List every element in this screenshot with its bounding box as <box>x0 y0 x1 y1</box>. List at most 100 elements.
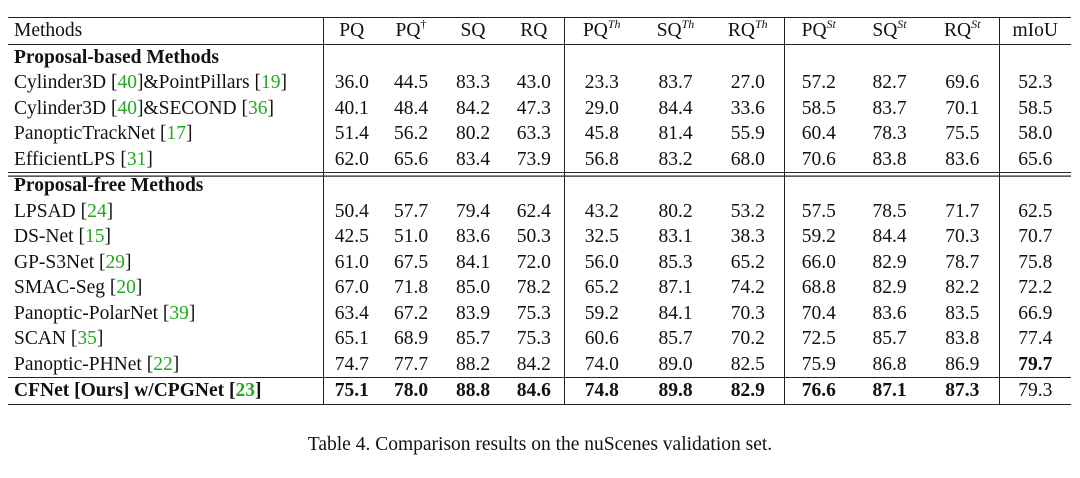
empty-cell <box>783 44 853 70</box>
value-cell-miou: 79.7 <box>998 351 1071 378</box>
column-header-label: PQ <box>801 20 827 41</box>
table-row: LPSAD [24] 50.4 57.7 79.4 62.4 43.2 80.2 53.2 57… <box>8 198 1071 225</box>
value-cell-rq: 78.2 <box>516 277 551 298</box>
column-header-11: mIoU <box>998 17 1071 45</box>
value-cell-sq-th: 83.7 <box>658 72 693 93</box>
method-name: Cylinder3D [ <box>14 97 118 119</box>
column-header-superscript: Th <box>681 17 695 31</box>
column-header-superscript: † <box>420 17 427 31</box>
value-cell-sq-st: 84.4 <box>872 226 907 247</box>
column-header-9: SQSt <box>853 17 926 45</box>
table-row: Cylinder3D [40]&PointPillars [19] 36.0 44.… <box>8 70 1071 96</box>
value-cell-sq-st: 86.8 <box>872 353 907 375</box>
empty-cell <box>442 172 504 199</box>
value-cell-pq-th: 32.5 <box>563 224 639 250</box>
citation-link[interactable]: 29 <box>105 251 126 273</box>
citation-link[interactable]: 20 <box>116 277 136 298</box>
value-cell-sq: 83.3 <box>455 72 491 93</box>
method-cell: Panoptic-PolarNet [39] <box>8 301 323 327</box>
table-row: Panoptic-PHNet [22] 74.7 77.7 88.2 84.2 74.0 8… <box>8 351 1071 378</box>
citation-link[interactable]: 39 <box>169 302 189 324</box>
column-header-0: Methods <box>8 17 323 45</box>
value-cell-pq-dagger: 68.9 <box>393 328 429 349</box>
table-row: SCAN [35] 65.1 68.9 85.7 75.3 60.6 85.7 70.2 72.… <box>8 326 1071 352</box>
table-header-row: Methods PQ PQ† SQ RQ PQTh SQTh RQTh PQSt SQSt RQSt… <box>8 17 1071 45</box>
value-cell-miou: 79.3 <box>998 377 1071 405</box>
empty-cell <box>926 172 999 199</box>
value-cell-pq-dagger: 51.0 <box>393 226 429 247</box>
table-row: PanopticTrackNet [17] 51.4 56.2 80.2 63.3 45.… <box>8 121 1071 147</box>
value-cell-rq-st: 78.7 <box>945 251 980 273</box>
value-cell-rq: 47.3 <box>516 97 551 119</box>
value-cell-sq-st: 78.3 <box>872 123 907 144</box>
method-name-continued: ]&PointPillars [ <box>136 72 261 93</box>
method-bracket: ] <box>188 302 196 324</box>
section-title: Proposal-free Methods <box>8 172 323 199</box>
value-cell-pq: 51.4 <box>322 121 380 147</box>
empty-cell <box>712 172 784 199</box>
value-cell-rq-st: 86.9 <box>945 353 980 375</box>
table-row: SMAC-Seg [20] 67.0 71.8 85.0 78.2 65.2 87.1 74.… <box>8 275 1071 301</box>
citation-link[interactable]: 40 <box>117 72 137 93</box>
value-cell-pq-dagger: 57.7 <box>393 200 429 222</box>
citation-link[interactable]: 40 <box>117 97 137 119</box>
value-cell-pq-th: 56.8 <box>563 146 639 173</box>
column-header-label: PQ <box>582 20 608 41</box>
value-cell-pq: 42.5 <box>322 224 380 250</box>
value-cell-miou: 58.5 <box>998 95 1071 121</box>
citation-link[interactable]: 36 <box>248 97 268 119</box>
results-table: Methods PQ PQ† SQ RQ PQTh SQTh RQTh PQSt SQSt RQSt… <box>8 17 1071 405</box>
value-cell-pq: 63.4 <box>322 300 380 326</box>
value-cell-pq-th: 59.2 <box>563 300 639 326</box>
value-cell-sq: 88.8 <box>442 377 504 405</box>
method-bracket: ] <box>254 380 262 401</box>
method-bracket: ] <box>172 353 180 375</box>
value-cell-pq-st: 72.5 <box>783 326 853 352</box>
value-cell-sq: 84.1 <box>455 251 491 273</box>
citation-link[interactable]: 24 <box>87 200 107 222</box>
value-cell-rq-st: 71.7 <box>945 200 980 222</box>
value-cell-rq-st: 70.3 <box>945 226 980 247</box>
table-row: Cylinder3D [40]&SECOND [36] 40.1 48.4 84.2 4… <box>8 95 1071 121</box>
method-cell: LPSAD [24] <box>8 199 323 225</box>
value-cell-pq-dagger: 67.5 <box>393 251 429 273</box>
method-bracket: ] <box>135 277 143 298</box>
value-cell-pq-st: 66.0 <box>783 249 853 275</box>
value-cell-pq-st: 60.4 <box>783 121 853 147</box>
method-name: CFNet [Ours] w/CPGNet [ <box>14 380 236 401</box>
column-header-label: SQ <box>872 20 898 41</box>
method-name: Panoptic-PHNet [ <box>14 353 154 375</box>
citation-link[interactable]: 15 <box>84 226 105 247</box>
column-header-superscript: St <box>971 17 981 31</box>
empty-cell <box>380 44 442 70</box>
citation-link[interactable]: 31 <box>126 148 147 170</box>
value-cell-rq-st: 83.6 <box>945 148 980 170</box>
column-header-6: SQTh <box>639 17 712 45</box>
column-header-label: RQ <box>944 20 972 41</box>
value-cell-miou: 72.2 <box>998 275 1071 301</box>
method-name: DS-Net [ <box>14 226 85 247</box>
citation-link[interactable]: 35 <box>77 328 97 349</box>
value-cell-rq-th: 38.3 <box>730 226 765 247</box>
empty-cell <box>926 44 999 70</box>
value-cell-miou: 75.8 <box>998 249 1071 275</box>
citation-link[interactable]: 17 <box>166 123 187 144</box>
empty-cell <box>504 172 564 199</box>
value-cell-pq: 62.0 <box>322 146 380 173</box>
value-cell-pq-st: 70.4 <box>783 300 853 326</box>
value-cell-pq-th: 43.2 <box>563 198 639 224</box>
value-cell-rq-th: 82.5 <box>730 353 765 375</box>
citation-link[interactable]: 23 <box>235 380 255 401</box>
citation-link[interactable]: 22 <box>153 353 173 375</box>
empty-cell <box>504 44 564 70</box>
empty-cell <box>322 172 380 199</box>
value-cell-pq: 40.1 <box>322 95 380 121</box>
value-cell-sq-st: 85.7 <box>872 328 907 349</box>
column-header-1: PQ <box>322 17 380 45</box>
empty-cell <box>783 172 853 199</box>
value-cell-sq-th: 89.0 <box>658 353 693 375</box>
value-cell-sq: 83.6 <box>455 226 491 247</box>
citation-link[interactable]: 19 <box>261 72 281 93</box>
table-row: EfficientLPS [31] 62.0 65.6 83.4 73.9 56.8 83.… <box>8 146 1071 173</box>
method-bracket: ] <box>186 123 193 144</box>
